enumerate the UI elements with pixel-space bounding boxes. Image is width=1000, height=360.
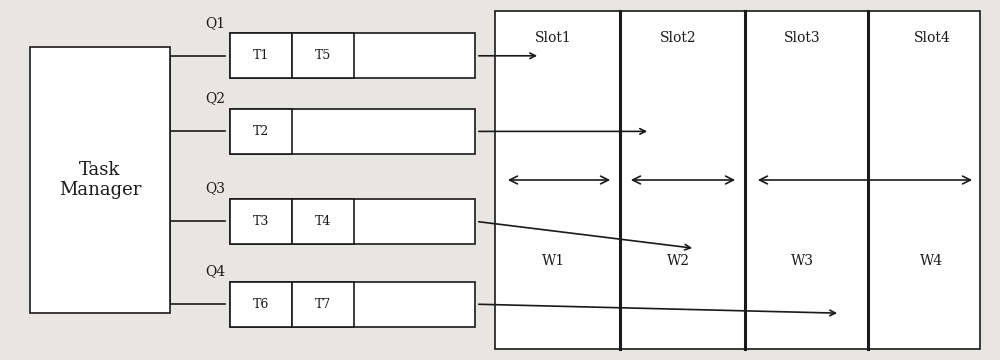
Text: Slot2: Slot2 [660, 31, 696, 45]
Bar [230, 109, 475, 154]
Bar [230, 109, 292, 154]
Text: Slot3: Slot3 [784, 31, 820, 45]
Text: W1: W1 [541, 254, 565, 268]
Bar [292, 199, 354, 244]
Text: Q1: Q1 [205, 16, 225, 30]
Text: W3: W3 [790, 254, 814, 268]
Bar [230, 33, 292, 78]
Text: T1: T1 [253, 49, 269, 62]
Bar [495, 11, 980, 349]
Text: Slot4: Slot4 [914, 31, 950, 45]
Text: T3: T3 [253, 215, 269, 228]
Text: Q3: Q3 [205, 181, 225, 195]
Text: Q4: Q4 [205, 264, 225, 278]
Text: W4: W4 [920, 254, 944, 268]
Text: T4: T4 [315, 215, 331, 228]
Bar [230, 282, 292, 327]
Text: Task
Manager: Task Manager [59, 161, 141, 199]
Text: T6: T6 [253, 298, 269, 311]
Text: T7: T7 [315, 298, 331, 311]
Text: T2: T2 [253, 125, 269, 138]
Bar [230, 282, 475, 327]
Bar [230, 199, 292, 244]
Bar [30, 47, 170, 313]
Text: W2: W2 [666, 254, 690, 268]
Bar [292, 282, 354, 327]
Text: Slot1: Slot1 [535, 31, 571, 45]
Text: Q2: Q2 [205, 91, 225, 105]
Bar [230, 33, 475, 78]
Bar [230, 199, 475, 244]
Text: T5: T5 [315, 49, 331, 62]
Bar [292, 33, 354, 78]
